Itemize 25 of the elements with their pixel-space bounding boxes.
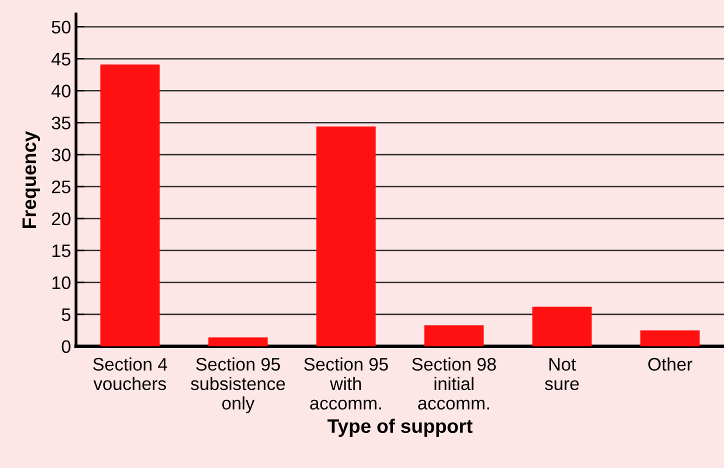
bar xyxy=(640,330,700,346)
x-tick-label: Not sure xyxy=(544,358,579,390)
bar xyxy=(424,325,484,346)
y-tick-label: 0 xyxy=(62,340,70,354)
y-tick-label: 35 xyxy=(52,116,70,130)
x-tick-label: Section 98 initial accomm. xyxy=(412,357,496,410)
y-axis-title: Frequency xyxy=(22,131,40,228)
y-tick-label: 50 xyxy=(52,20,70,34)
bar xyxy=(532,306,592,346)
bar xyxy=(100,64,160,346)
bar xyxy=(208,337,268,346)
y-tick-label: 40 xyxy=(51,84,70,98)
x-tick-label: Section 95 subsistence only xyxy=(190,357,285,414)
y-tick-label: 25 xyxy=(52,180,70,194)
x-tick-label: Other xyxy=(648,357,692,371)
y-tick-label: 30 xyxy=(52,148,70,162)
x-tick-label: Section 95 with accomm. xyxy=(304,357,388,410)
y-tick-label: 45 xyxy=(51,52,70,66)
y-tick-label: 20 xyxy=(52,212,70,226)
y-tick-label: 5 xyxy=(62,308,70,322)
bar xyxy=(316,126,376,346)
x-axis-title: Type of support xyxy=(328,418,473,437)
y-tick-label: 10 xyxy=(52,276,70,290)
x-tick-label: Section 4 vouchers xyxy=(93,357,168,390)
y-tick-label: 15 xyxy=(52,244,70,258)
